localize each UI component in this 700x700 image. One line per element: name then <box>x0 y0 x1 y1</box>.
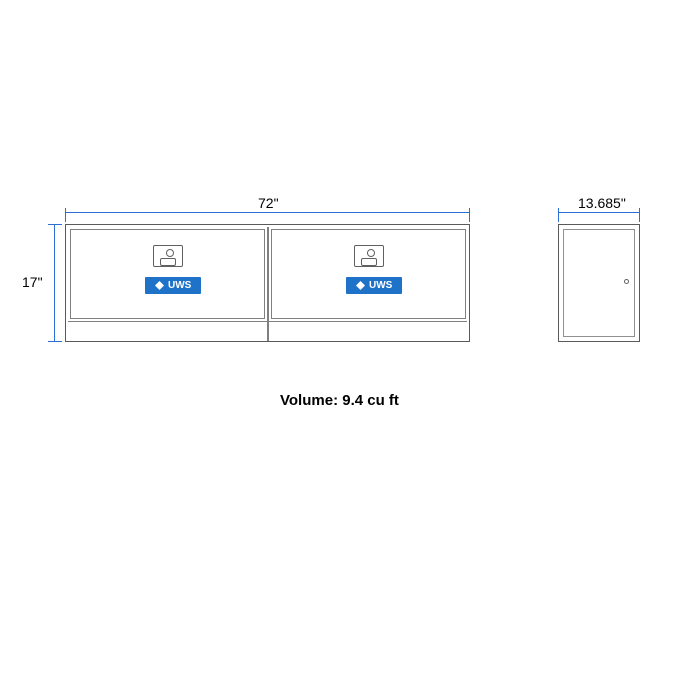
width-dim-label: 72" <box>254 195 283 211</box>
front-view-box: UWS UWS <box>65 224 470 342</box>
brand-badge-left: UWS <box>145 277 201 294</box>
height-dim-label: 17" <box>18 274 47 290</box>
height-dim-line <box>54 224 55 342</box>
diagram-canvas: 72" 17" 13.685" UWS UWS <box>0 0 700 700</box>
side-view-box <box>558 224 640 342</box>
depth-dim-label: 13.685" <box>574 195 630 211</box>
front-door-left <box>70 229 265 319</box>
brand-icon <box>155 281 164 290</box>
height-dim-tick-bottom <box>48 341 62 342</box>
latch-left <box>153 245 183 267</box>
brand-text: UWS <box>168 280 191 291</box>
center-divider <box>267 227 269 341</box>
side-knob <box>624 279 629 284</box>
width-dim-tick-right <box>469 208 470 222</box>
brand-text: UWS <box>369 280 392 291</box>
depth-dim-tick-left <box>558 208 559 222</box>
front-door-right <box>271 229 466 319</box>
volume-label: Volume: 9.4 cu ft <box>280 392 399 409</box>
bottom-rail <box>68 321 467 322</box>
height-dim-tick-top <box>48 224 62 225</box>
width-dim-line <box>65 212 470 213</box>
latch-right <box>354 245 384 267</box>
depth-dim-tick-right <box>639 208 640 222</box>
depth-dim-line <box>558 212 640 213</box>
brand-icon <box>356 281 365 290</box>
brand-badge-right: UWS <box>346 277 402 294</box>
width-dim-tick-left <box>65 208 66 222</box>
